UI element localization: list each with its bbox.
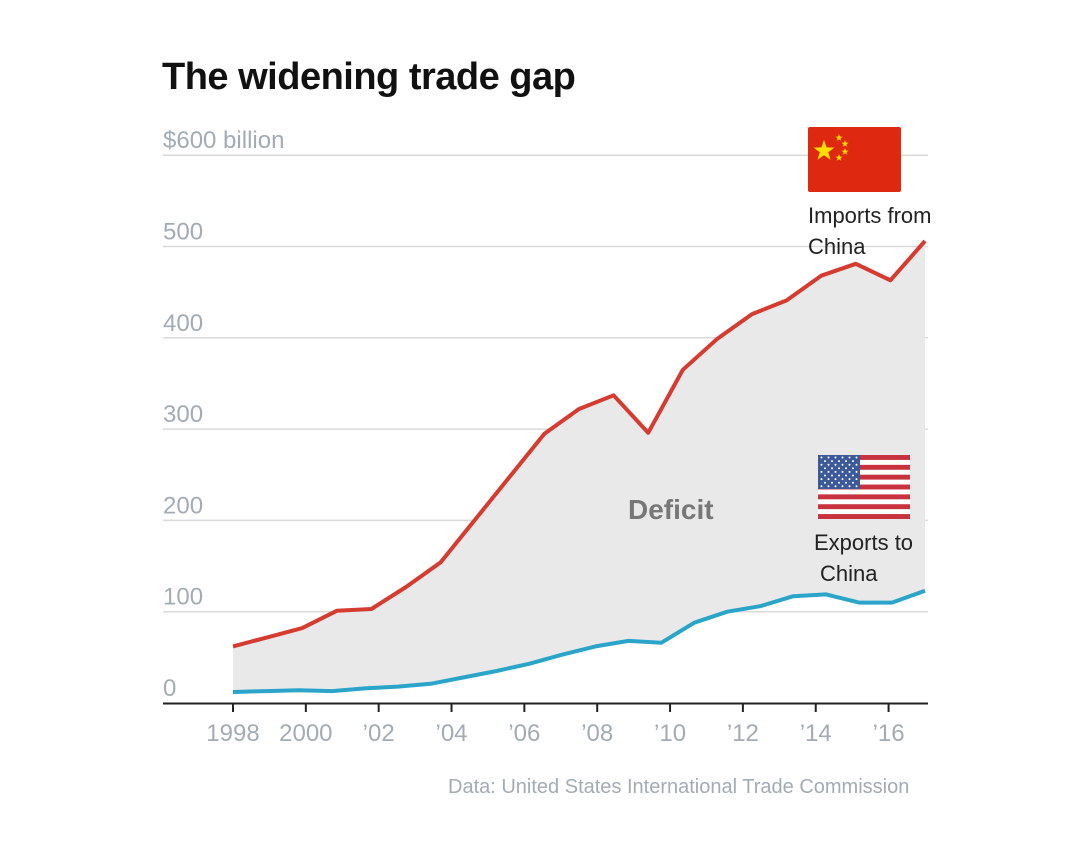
us-flag-stripe	[818, 514, 910, 519]
us-flag-star	[845, 481, 847, 484]
us-flag-star	[852, 460, 854, 463]
x-axis-tick-labels: 1998 2000 ’02 ’04 ’06 ’08 ’10 ’12 ’14 ’16	[206, 720, 904, 747]
y-axis-tick-labels: 0 100 200 300 400 500 $600 billion	[163, 127, 284, 702]
us-flag-star	[852, 467, 854, 470]
us-flag-star	[848, 478, 851, 481]
us-flag-star	[834, 456, 837, 459]
x-tick-label-2008: ’08	[581, 720, 613, 747]
china-flag-icon	[808, 127, 901, 192]
us-flag-star	[841, 463, 844, 466]
us-flag-stripe	[818, 504, 910, 510]
us-flag-star	[852, 474, 854, 477]
us-flag-star	[838, 460, 840, 463]
x-tick-label-2002: ’02	[363, 720, 395, 747]
us-flag-star	[827, 478, 830, 481]
us-flag-star	[848, 456, 851, 459]
x-tick-label-2014: ’14	[800, 720, 832, 747]
us-flag-star	[841, 478, 844, 481]
us-flag-star	[824, 460, 826, 463]
y-tick-label-600: $600 billion	[163, 127, 284, 154]
us-flag-star	[845, 467, 847, 470]
us-flag-stripe	[818, 484, 910, 490]
y-tick-label-100: 100	[163, 584, 203, 611]
us-flag-star	[841, 470, 844, 473]
deficit-area	[233, 241, 925, 692]
us-flag-star	[827, 485, 830, 488]
us-flag-star	[824, 474, 826, 477]
us-flag-star	[831, 460, 833, 463]
y-tick-label-200: 200	[163, 492, 203, 519]
exports-series-line	[232, 588, 926, 694]
deficit-label: Deficit	[628, 494, 714, 525]
x-tick-label-2016: ’16	[873, 720, 905, 747]
us-flag-star	[838, 467, 840, 470]
us-flag-star	[834, 485, 837, 488]
us-flag-star	[834, 470, 837, 473]
x-tick-label-2012: ’12	[727, 720, 759, 747]
us-flag-star	[820, 456, 823, 459]
us-flag-star	[855, 463, 858, 466]
us-flag-star	[820, 463, 823, 466]
us-flag-stripe	[818, 494, 910, 500]
us-flag-star	[827, 456, 830, 459]
us-flag-star	[852, 481, 854, 484]
us-flag-star	[848, 470, 851, 473]
us-flag-star	[838, 474, 840, 477]
us-flag-star	[831, 467, 833, 470]
us-flag-star	[827, 463, 830, 466]
x-tick-label-2000: 2000	[279, 720, 332, 747]
us-flag-star	[855, 478, 858, 481]
us-flag-star	[841, 485, 844, 488]
y-tick-label-400: 400	[163, 310, 203, 337]
imports-annotation-line1: Imports from	[808, 203, 931, 228]
gridlines	[163, 154, 928, 613]
us-flag-star	[855, 470, 858, 473]
imports-series-line	[232, 239, 927, 649]
us-flag-star	[855, 456, 858, 459]
us-flag-star	[824, 481, 826, 484]
imports-annotation-line2: China	[808, 234, 866, 259]
us-flag-star	[845, 460, 847, 463]
us-flag-star	[848, 463, 851, 466]
us-flag-star	[820, 470, 823, 473]
us-flag-star	[834, 463, 837, 466]
us-flag-star	[824, 467, 826, 470]
us-flag-star	[820, 478, 823, 481]
us-flag-star	[831, 474, 833, 477]
us-flag-star	[855, 485, 858, 488]
x-tick-label-1998: 1998	[206, 720, 259, 747]
x-tick-label-2010: ’10	[654, 720, 686, 747]
us-flag-star	[841, 456, 844, 459]
us-flag-stripe	[818, 464, 910, 470]
us-flag-star	[838, 481, 840, 484]
us-flag-star	[820, 485, 823, 488]
source-note: Data: United States International Trade …	[448, 776, 910, 798]
us-flag-star	[834, 478, 837, 481]
x-tick-label-2006: ’06	[508, 720, 540, 747]
x-axis-tick-marks	[232, 704, 890, 712]
y-tick-label-300: 300	[163, 401, 203, 428]
y-tick-label-500: 500	[163, 219, 203, 246]
us-flag-stripe	[818, 455, 910, 460]
us-flag-icon	[818, 455, 910, 519]
y-tick-label-0: 0	[163, 675, 176, 702]
us-flag-star	[831, 481, 833, 484]
exports-annotation-line1: Exports to	[814, 530, 913, 555]
us-flag-star	[845, 474, 847, 477]
us-flag-stripe	[818, 474, 910, 480]
us-flag-star	[827, 470, 830, 473]
exports-annotation-line2: China	[820, 561, 878, 586]
x-tick-label-2004: ’04	[436, 720, 468, 747]
chart-title: The widening trade gap	[162, 56, 576, 98]
us-flag-star	[848, 485, 851, 488]
